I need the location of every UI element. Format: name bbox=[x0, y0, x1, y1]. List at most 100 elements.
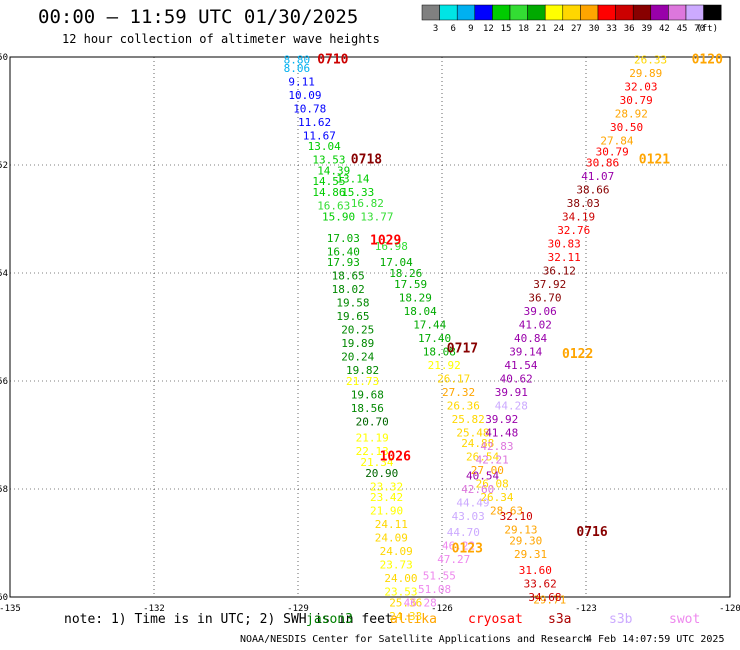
pass-time-label: 0121 bbox=[639, 153, 670, 168]
pass-time-label: 1026 bbox=[380, 450, 411, 465]
wave-height-value: 16.40 bbox=[327, 245, 360, 258]
wave-height-value: 33.62 bbox=[524, 578, 557, 591]
wave-height-value: 41.07 bbox=[581, 170, 614, 183]
colorbar-label: 24 bbox=[553, 24, 564, 34]
wave-height-value: 8.06 bbox=[284, 62, 311, 75]
wave-height-value: 16.82 bbox=[351, 197, 384, 210]
y-tick-label: -54 bbox=[0, 269, 8, 279]
wave-height-value: 40.84 bbox=[514, 332, 547, 345]
wave-height-value: 30.79 bbox=[620, 94, 653, 107]
wave-height-value: 18.26 bbox=[389, 267, 422, 280]
wave-height-value: 26.36 bbox=[447, 399, 480, 412]
colorbar-label: 6 bbox=[450, 24, 455, 34]
wave-height-value: 23.32 bbox=[370, 480, 403, 493]
y-tick-label: -60 bbox=[0, 593, 8, 603]
wave-height-value: 14.55 bbox=[312, 175, 345, 188]
wave-height-value: 14.39 bbox=[317, 164, 350, 177]
wave-height-value: 11.62 bbox=[298, 116, 331, 129]
wave-height-value: 29.31 bbox=[514, 548, 547, 561]
legend-cryosat: cryosat bbox=[468, 612, 523, 627]
wave-height-value: 27.32 bbox=[442, 386, 475, 399]
wave-height-value: 25.48 bbox=[456, 426, 489, 439]
wave-height-value: 22.13 bbox=[356, 445, 389, 458]
wave-height-value: 9.11 bbox=[288, 75, 315, 88]
wave-height-value: 8.80 bbox=[284, 54, 311, 67]
colorbar-label: 36 bbox=[624, 24, 635, 34]
y-tick-label: -56 bbox=[0, 377, 8, 387]
wave-height-value: 41.54 bbox=[504, 359, 537, 372]
wave-height-value: 24.00 bbox=[384, 572, 417, 585]
wave-height-value: 41.48 bbox=[485, 426, 518, 439]
wave-height-value: 38.66 bbox=[576, 183, 609, 196]
wave-height-value: 42.83 bbox=[480, 440, 513, 453]
wave-height-value: 10.78 bbox=[293, 102, 326, 115]
wave-height-value: 23.42 bbox=[370, 491, 403, 504]
colorbar-label: 27 bbox=[571, 24, 582, 34]
wave-height-value: 30.86 bbox=[586, 156, 619, 169]
wave-height-value: 17.59 bbox=[394, 278, 427, 291]
wave-height-value: 18.29 bbox=[399, 291, 432, 304]
wave-height-value: 44.28 bbox=[495, 399, 528, 412]
wave-height-value: 19.89 bbox=[341, 337, 374, 350]
wave-height-value: 17.40 bbox=[418, 332, 451, 345]
wave-height-value: 32.10 bbox=[500, 510, 533, 523]
colorbar-label: 33 bbox=[606, 24, 617, 34]
wave-height-value: 30.83 bbox=[548, 237, 581, 250]
wave-height-value: 21.34 bbox=[360, 456, 393, 469]
wave-height-value: 24.11 bbox=[375, 518, 408, 531]
wave-height-value: 21.92 bbox=[428, 359, 461, 372]
colorbar-label: 12 bbox=[483, 24, 494, 34]
wave-height-value: 32.76 bbox=[557, 224, 590, 237]
wave-height-value: 29.30 bbox=[509, 534, 542, 547]
wave-height-value: 43.03 bbox=[452, 510, 485, 523]
wave-height-value: 28.63 bbox=[490, 505, 523, 518]
wave-height-value: 18.56 bbox=[351, 402, 384, 415]
wave-height-value: 38.03 bbox=[567, 197, 600, 210]
wave-height-value: 27.00 bbox=[471, 464, 504, 477]
pass-time-label: 0716 bbox=[576, 525, 607, 540]
pass-time-label: 0120 bbox=[692, 53, 723, 68]
wave-height-value: 26.54 bbox=[466, 451, 499, 464]
colorbar-label: 42 bbox=[659, 24, 670, 34]
wave-height-value: 32.11 bbox=[548, 251, 581, 264]
page-subtitle: 12 hour collection of altimeter wave hei… bbox=[62, 32, 380, 46]
wave-height-value: 40.54 bbox=[466, 470, 499, 483]
wave-height-value: 24.09 bbox=[380, 545, 413, 558]
wave-height-value: 26.08 bbox=[476, 478, 509, 491]
footer-credit: NOAA/NESDIS Center for Satellite Applica… bbox=[240, 634, 590, 645]
x-tick-label: -135 bbox=[0, 604, 21, 614]
wave-height-value: 17.93 bbox=[327, 256, 360, 269]
wave-height-value: 41.02 bbox=[519, 318, 552, 331]
legend-swot: swot bbox=[669, 612, 701, 627]
wave-height-value: 19.58 bbox=[336, 297, 369, 310]
wave-height-value: 34.68 bbox=[528, 591, 561, 604]
colorbar-label: 9 bbox=[468, 24, 473, 34]
wave-height-value: 13.14 bbox=[336, 173, 369, 186]
wave-height-value: 46.28 bbox=[404, 596, 437, 609]
pass-time-label: 0710 bbox=[317, 53, 348, 68]
wave-height-value: 13.04 bbox=[308, 140, 341, 153]
colorbar-label: 15 bbox=[501, 24, 512, 34]
footer-timestamp: 4 Feb 14:07:59 UTC 2025 bbox=[586, 634, 725, 645]
colorbar-swatch bbox=[703, 4, 722, 21]
wave-height-value: 42.21 bbox=[476, 453, 509, 466]
wave-height-value: 29.89 bbox=[629, 67, 662, 80]
pass-time-label: 0123 bbox=[452, 541, 483, 556]
wave-height-value: 46.22 bbox=[442, 540, 475, 553]
colorbar-label: 39 bbox=[641, 24, 652, 34]
x-tick-label: -120 bbox=[719, 604, 740, 614]
colorbar-label: 45 bbox=[677, 24, 688, 34]
wave-height-value: 51.08 bbox=[418, 583, 451, 596]
y-tick-label: -58 bbox=[0, 485, 8, 495]
wave-height-value: 42.60 bbox=[461, 483, 494, 496]
legend-altika: altika bbox=[390, 612, 437, 627]
wave-height-value: 24.33 bbox=[389, 610, 422, 623]
legend-s3a: s3a bbox=[548, 612, 572, 627]
y-tick-label: -52 bbox=[0, 161, 8, 171]
wave-height-value: 44.49 bbox=[456, 497, 489, 510]
wave-height-value: 21.73 bbox=[346, 375, 379, 388]
wave-height-value: 32.03 bbox=[624, 81, 657, 94]
wave-height-value: 26.34 bbox=[480, 491, 513, 504]
x-tick-label: -123 bbox=[575, 604, 597, 614]
